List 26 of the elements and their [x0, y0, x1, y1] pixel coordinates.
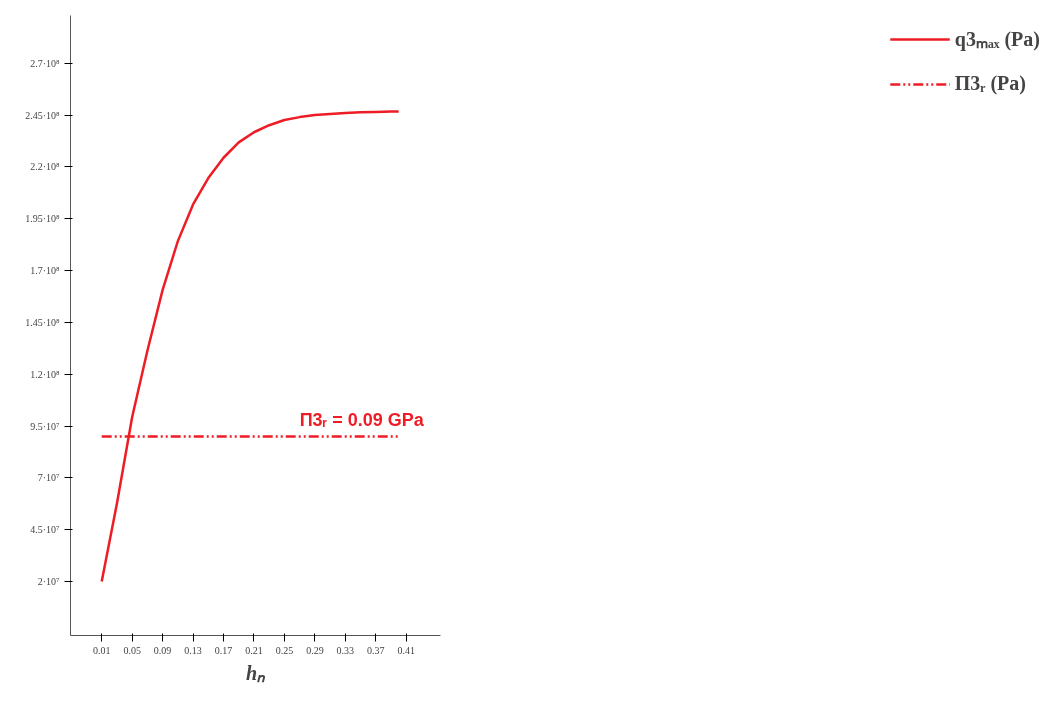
y-tick-label: 1.2·10⁸: [30, 368, 61, 380]
y-tick-label: 1.45·10⁸: [25, 316, 61, 328]
legend-label: q3ₘₐₓ (Pa): [954, 27, 1040, 52]
x-tick-label: 0.05: [123, 644, 141, 656]
x-axis-title: hₙ: [245, 661, 267, 684]
x-tick-label: 0.21: [245, 644, 263, 656]
x-tick-label: 0.25: [275, 644, 294, 656]
legend-label: П3ᵣ (Pa): [954, 72, 1026, 95]
y-tick-label: 1.95·10⁸: [25, 213, 61, 225]
x-tick-label: 0.09: [153, 644, 172, 656]
y-tick-label: 9.5·10⁷: [30, 420, 61, 432]
x-tick-label: 0.01: [92, 644, 111, 656]
x-tick-label: 0.41: [397, 644, 415, 656]
y-tick-label: 2.2·10⁸: [30, 161, 61, 173]
x-tick-label: 0.13: [184, 644, 202, 656]
y-tick-label: 4.5·10⁷: [30, 524, 61, 536]
y-tick-label: 2.7·10⁸: [30, 57, 61, 69]
y-tick-label: 2.45·10⁸: [25, 109, 61, 121]
x-tick-label: 0.37: [367, 644, 385, 656]
y-tick-label: 7·10⁷: [37, 472, 61, 484]
y-tick-label: 2·10⁷: [37, 576, 61, 588]
x-tick-label: 0.17: [214, 644, 233, 656]
x-tick-label: 0.29: [306, 644, 324, 656]
y-tick-label: 1.7·10⁸: [30, 265, 61, 277]
x-tick-label: 0.33: [336, 644, 355, 656]
annotation: П3ᵣ = 0.09 GPa: [299, 410, 425, 431]
